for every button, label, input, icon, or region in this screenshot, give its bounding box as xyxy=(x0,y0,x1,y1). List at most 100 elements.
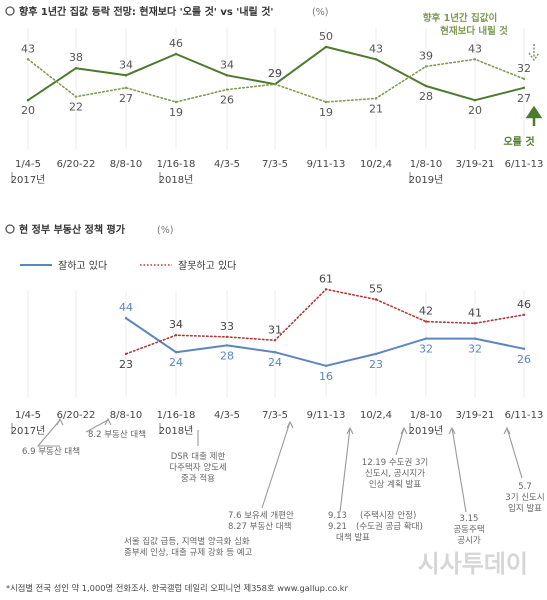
chart2-x-tick-label: 7/3-5 xyxy=(262,410,288,421)
chart1-series-1-point xyxy=(124,74,128,77)
chart2-series-1-value-label: 44 xyxy=(119,301,133,314)
chart1-series-2-value-label: 21 xyxy=(369,102,383,115)
event-5-line5: 대책 발표 xyxy=(336,532,370,543)
chart2-series-2-value-label: 33 xyxy=(220,320,234,333)
chart1-x-tick-label: 1/4-5 xyxy=(15,159,41,170)
event-8-line1: 5.7 xyxy=(518,482,532,492)
event-2-text: 8.2 부동산 대책 xyxy=(88,429,146,440)
chart1-series-1-value-label: 38 xyxy=(69,51,83,64)
chart1-series-2-value-label: 43 xyxy=(468,42,482,55)
chart2-gridlines xyxy=(27,290,525,398)
event-6-line1: 12.19 수도권 3기 xyxy=(362,457,428,468)
chart2-x-tick-label: 8/8-10 xyxy=(110,410,142,421)
chart1-series-1-value-label: 34 xyxy=(220,58,234,71)
event-3-line2: 다주택자 양도세 xyxy=(169,462,226,473)
footer-note: *시점별 전국 성인 약 1,000명 전화조사. 한국갤럽 데일리 오피니언 … xyxy=(6,583,349,593)
chart1-year-label: 2017년 xyxy=(11,174,46,186)
chart2-series-2-point xyxy=(174,334,178,337)
chart2-series-1-point xyxy=(473,337,477,340)
chart2-title: 현 정부 부동산 정책 평가 xyxy=(19,223,126,236)
chart2-x-tick-label: 6/20-22 xyxy=(57,410,96,421)
chart2-x-axis: 1/4-5 6/20-22 8/8-10 1/16-18 4/3-5 7/3-5 9/11-… xyxy=(11,410,544,437)
event-4-line1: 7.6 보유세 개편안 xyxy=(228,510,294,521)
event-3-line3: 중과 적용 xyxy=(181,473,215,484)
chart1-series-1-value-label: 29 xyxy=(268,67,282,80)
chart1-series-2-point xyxy=(324,100,328,104)
chart1-gridlines xyxy=(27,28,525,150)
chart1-series-2-value-label: 32 xyxy=(517,62,531,75)
chart2-x-tick-label: 6/11-13 xyxy=(505,410,544,421)
chart1-x-tick-label: 3/19-21 xyxy=(456,159,495,170)
chart1-series-2-point xyxy=(374,97,378,100)
event-5-line2: 9.21 xyxy=(328,522,347,532)
chart2-x-tick-label: 10/2,4 xyxy=(360,410,392,421)
chart2-bullet-icon xyxy=(5,224,15,234)
chart1-series-2-value-label: 39 xyxy=(419,49,433,62)
event-2-arrow xyxy=(85,419,109,433)
chart1-series-2-value-label: 43 xyxy=(21,42,35,55)
chart2-series-2-point xyxy=(374,298,378,301)
event-8-arrowhead xyxy=(503,426,511,435)
event-6-line2: 신도시, 공시지가 xyxy=(365,469,425,479)
chart1-series-1-point xyxy=(26,99,30,102)
chart2-series-1-value-label: 32 xyxy=(468,343,482,356)
chart1-series-2-value-label: 22 xyxy=(69,101,83,114)
chart1-x-tick-label: 1/8-10 xyxy=(410,159,442,170)
chart1-series-2-point xyxy=(26,58,30,61)
chart1-series-2-point xyxy=(424,65,428,68)
chart2-series-2-value-label: 55 xyxy=(369,283,383,296)
chart2-series-1-value-label: 24 xyxy=(169,356,183,369)
event-8-line2: 3기 신도시 xyxy=(505,493,544,503)
chart2-series-2-point xyxy=(424,320,428,323)
event-8-arrow xyxy=(506,427,523,479)
chart1-series-2-point xyxy=(473,58,477,61)
event-5-line1: 9.13 xyxy=(328,511,347,521)
chart2-series xyxy=(124,288,526,367)
event-5-line3: (주택시장 안정) xyxy=(360,510,416,521)
chart1-series-1-point xyxy=(473,99,477,102)
chart1-series-2-value-label: 19 xyxy=(169,106,183,119)
chart2-series-1-point xyxy=(124,317,128,320)
chart1-year-label: 2018년 xyxy=(159,174,194,186)
rise-arrow-icon xyxy=(525,105,543,126)
event-7-arrow xyxy=(451,427,467,513)
event-6-arrow xyxy=(395,427,405,456)
chart1-x-tick-label: 8/8-10 xyxy=(110,159,142,170)
chart1-series-2-value-label: 26 xyxy=(220,94,234,107)
chart2-series-1-point xyxy=(174,351,178,354)
chart2-series-1-point xyxy=(273,351,277,354)
chart2-x-tick-label: 1/16-18 xyxy=(157,410,196,421)
event-arrows xyxy=(36,417,523,513)
chart1-x-tick-label: 4/3-5 xyxy=(214,159,240,170)
event-4-arrow xyxy=(261,421,291,509)
chart1-series-1-point xyxy=(424,84,428,88)
fall-arrow-icon xyxy=(528,44,540,62)
chart1-x-axis: 1/4-5 6/20-22 8/8-10 1/16-18 4/3-5 7/3-5 9/11-… xyxy=(11,159,544,186)
chart2-header: 현 정부 부동산 정책 평가 (%) xyxy=(5,223,173,236)
chart2-year-label: 2018년 xyxy=(159,425,194,437)
chart1-series-1-value-label: 50 xyxy=(319,30,333,43)
chart2-data-labels: 44 24 28 24 16 23 32 32 26 23 34 33 31 61 55 42 41 46 xyxy=(119,272,531,383)
event-7-line2: 공동주택 xyxy=(453,524,484,535)
chart1-series-2-value-label: 27 xyxy=(119,92,133,105)
chart2-legend: 잘하고 있다 잘못하고 있다 xyxy=(20,259,236,272)
chart1-series-1-value-label: 34 xyxy=(119,58,133,71)
event-7-line3: 공시가 xyxy=(457,536,481,546)
chart1-x-tick-label: 1/16-18 xyxy=(157,159,196,170)
fall-annotation-line1: 향후 1년간 집값이 xyxy=(423,12,497,24)
event-6-arrowhead xyxy=(400,426,408,435)
chart2-series-2-point xyxy=(273,339,277,342)
chart2-unit: (%) xyxy=(157,225,173,236)
chart1-series-2-point xyxy=(74,95,78,98)
chart1-series-1-value-label: 20 xyxy=(468,104,482,117)
chart2-series-2-value-label: 61 xyxy=(319,272,333,285)
chart2-series-1-point xyxy=(522,347,526,350)
chart1-series-2-point xyxy=(174,100,178,104)
chart2-series-2-point xyxy=(324,288,328,291)
legend-good-label: 잘하고 있다 xyxy=(58,259,107,272)
chart1-series-1-value-label: 20 xyxy=(21,104,35,117)
event-3-line1: DSR 대출 제한 xyxy=(171,451,226,462)
chart1-series-1-point xyxy=(174,52,178,56)
